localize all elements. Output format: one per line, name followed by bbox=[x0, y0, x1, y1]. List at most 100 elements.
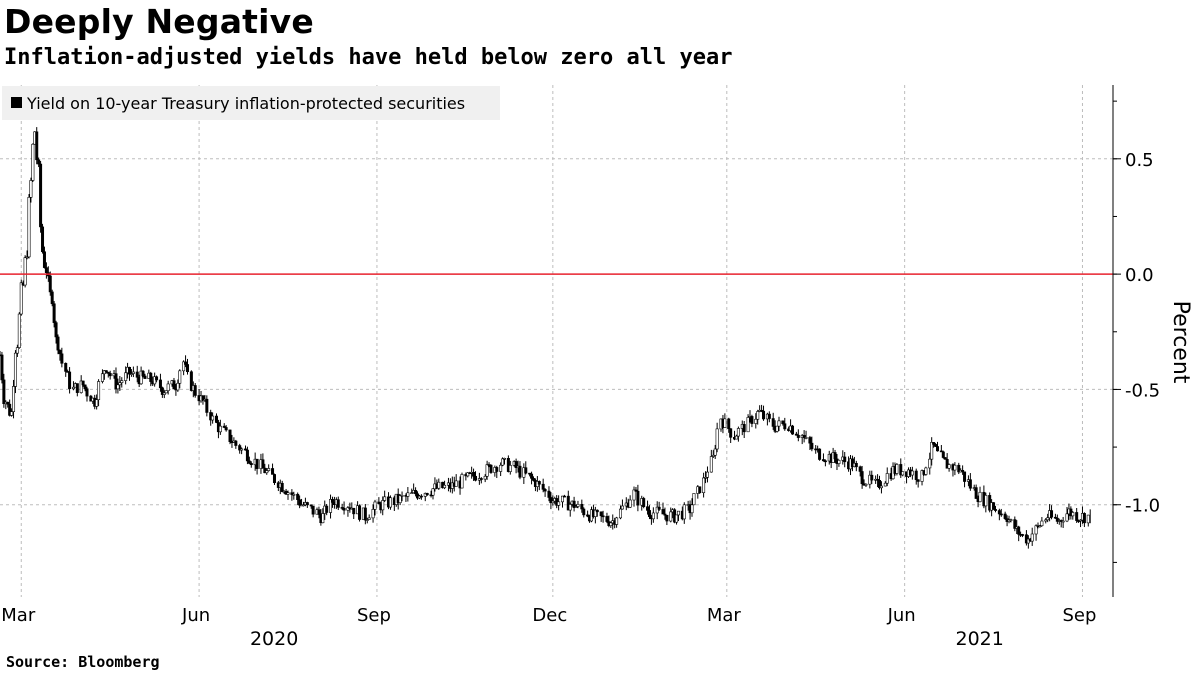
candle-body bbox=[692, 493, 696, 506]
candle-body bbox=[930, 442, 934, 460]
candle-body bbox=[528, 472, 532, 475]
candle-body bbox=[129, 373, 133, 375]
candle-body bbox=[329, 499, 333, 513]
x-tick-label: Mar bbox=[707, 605, 742, 626]
candle-body bbox=[506, 458, 510, 472]
candle-body bbox=[141, 370, 145, 377]
candle-body bbox=[106, 371, 110, 374]
candle-body bbox=[843, 456, 847, 463]
candle-body bbox=[818, 448, 822, 460]
candle-body bbox=[118, 382, 122, 386]
candle-body bbox=[601, 515, 605, 518]
candle-body bbox=[833, 452, 837, 460]
candle-body bbox=[537, 481, 541, 485]
candle-body bbox=[35, 131, 39, 161]
candle-body bbox=[309, 504, 313, 507]
candle-body bbox=[1065, 513, 1069, 522]
candle-body bbox=[1055, 517, 1059, 522]
candle-body bbox=[414, 490, 418, 495]
candle-body bbox=[947, 464, 951, 469]
candle-body bbox=[410, 492, 414, 495]
candle-body bbox=[160, 387, 164, 395]
y-tick-label: 0.0 bbox=[1125, 265, 1154, 286]
candle-body bbox=[771, 418, 775, 427]
candle-body bbox=[431, 488, 435, 496]
candle-body bbox=[224, 427, 228, 431]
candle-body bbox=[593, 509, 597, 517]
candle-body bbox=[655, 506, 659, 514]
candle-body bbox=[218, 425, 222, 433]
candle-body bbox=[153, 376, 157, 385]
y-tick-label: -1.0 bbox=[1125, 496, 1160, 517]
candle-body bbox=[495, 467, 499, 472]
candle-body bbox=[1044, 519, 1048, 522]
candle-body bbox=[663, 513, 667, 516]
candle-body bbox=[296, 493, 300, 500]
candle-body bbox=[238, 445, 242, 451]
candle-body bbox=[1013, 519, 1017, 529]
candle-body bbox=[850, 458, 854, 468]
candle-body bbox=[1009, 519, 1013, 521]
candle-body bbox=[166, 383, 170, 392]
candle-body bbox=[381, 500, 385, 511]
candle-body bbox=[79, 380, 83, 393]
candle-body bbox=[669, 511, 673, 522]
candle-body bbox=[557, 501, 561, 506]
candle-body bbox=[961, 470, 965, 473]
candle-body bbox=[104, 370, 108, 373]
candle-body bbox=[821, 459, 825, 462]
candle-body bbox=[993, 509, 997, 511]
candle-body bbox=[425, 492, 429, 496]
candle-body bbox=[501, 458, 505, 466]
candle-body bbox=[311, 505, 315, 515]
legend: Yield on 10-year Treasury inflation-prot… bbox=[2, 86, 500, 120]
candle-body bbox=[810, 442, 814, 450]
candle-body bbox=[12, 386, 16, 412]
candle-body bbox=[974, 487, 978, 499]
candle-body bbox=[762, 410, 766, 420]
candle-body bbox=[454, 480, 458, 487]
candle-body bbox=[13, 352, 17, 387]
candle-body bbox=[963, 471, 967, 482]
candle-body bbox=[358, 505, 362, 520]
legend-swatch bbox=[11, 97, 22, 108]
candle-body bbox=[205, 398, 209, 413]
candle-body bbox=[885, 473, 889, 484]
candle-body bbox=[377, 501, 381, 505]
candle-body bbox=[736, 428, 740, 437]
candle-body bbox=[676, 510, 680, 516]
candle-body bbox=[997, 510, 1001, 515]
candle-body bbox=[932, 442, 936, 445]
candle-body bbox=[1071, 512, 1075, 517]
candle-body bbox=[609, 522, 613, 526]
candle-body bbox=[802, 435, 806, 438]
candle-body bbox=[128, 366, 132, 375]
candle-body bbox=[781, 420, 785, 425]
candle-body bbox=[895, 464, 899, 474]
candle-body bbox=[42, 251, 46, 268]
candle-body bbox=[272, 474, 276, 484]
candle-body bbox=[1075, 512, 1079, 521]
candle-body bbox=[713, 448, 717, 456]
candle-body bbox=[228, 429, 232, 442]
candle-body bbox=[10, 411, 14, 416]
candle-body bbox=[727, 418, 731, 429]
candle-body bbox=[64, 362, 68, 372]
candle-body bbox=[44, 267, 48, 273]
candle-body bbox=[342, 507, 346, 511]
candle-body bbox=[750, 416, 754, 424]
candle-body bbox=[914, 470, 918, 480]
candle-body bbox=[245, 449, 249, 462]
candle-body bbox=[305, 502, 309, 506]
candle-body bbox=[460, 474, 464, 489]
axes: 0.5 0.0 -0.5 -1.0 Mar Jun Sep Dec Mar Jun Sep 2020 2… bbox=[1, 85, 1160, 650]
candle-body bbox=[249, 463, 253, 466]
candle-body bbox=[723, 418, 727, 428]
candle-body bbox=[17, 313, 21, 348]
x-tick-label: Dec bbox=[532, 605, 567, 626]
candle-body bbox=[899, 464, 903, 476]
candle-body bbox=[582, 508, 586, 516]
candle-body bbox=[808, 437, 812, 444]
candle-body bbox=[620, 505, 624, 510]
candle-body bbox=[321, 513, 325, 524]
